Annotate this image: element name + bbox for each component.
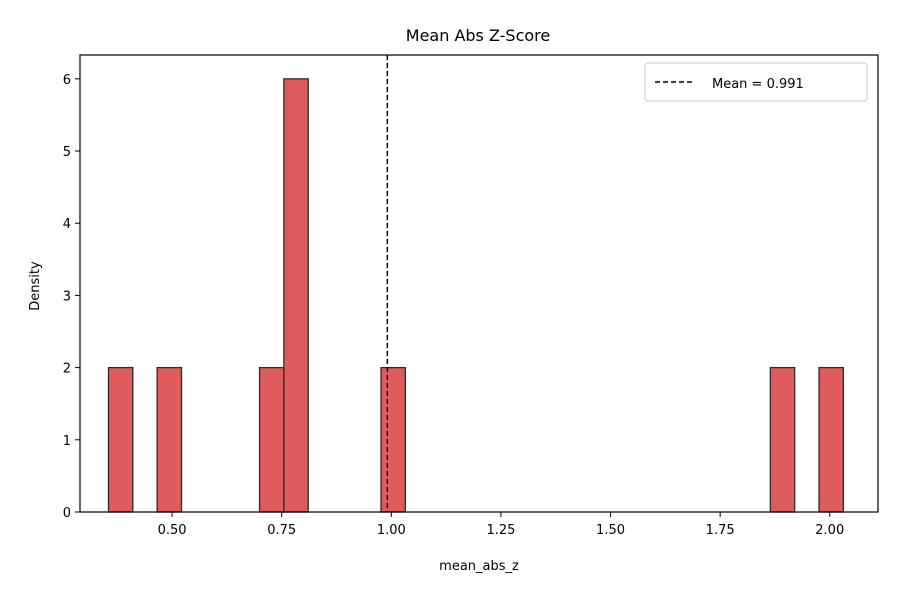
plot-frame: [79, 54, 879, 513]
legend-box: [644, 62, 868, 102]
x-axis-ticks: 0.50 0.75 1.00 1.25 1.50 1.75 2.00: [158, 512, 844, 538]
histogram-bar: [769, 366, 796, 513]
histogram-bar: [156, 366, 183, 513]
legend-entry-mean: Mean = 0.991: [712, 77, 804, 92]
x-tick-label: 1.00: [377, 523, 406, 538]
bars-layer: [107, 78, 845, 513]
y-tick-label: 6: [63, 73, 71, 88]
y-tick-label: 4: [63, 217, 71, 232]
histogram-bar: [258, 366, 285, 513]
y-tick-label: 0: [63, 506, 71, 521]
histogram-bar: [818, 366, 845, 513]
y-tick-label: 2: [63, 362, 71, 377]
x-axis-label: mean_abs_z: [439, 559, 519, 574]
y-tick-label: 5: [63, 145, 71, 160]
histogram-bar: [283, 78, 309, 513]
histogram-bar: [380, 366, 406, 513]
chart-title: Mean Abs Z-Score: [406, 26, 550, 45]
x-tick-label: 1.75: [706, 523, 735, 538]
x-tick-label: 2.00: [815, 523, 844, 538]
y-axis-ticks: 0 1 2 3 4 5 6: [63, 73, 80, 521]
y-tick-label: 3: [63, 289, 71, 304]
legend: Mean = 0.991: [644, 62, 868, 102]
y-axis-label: Density: [28, 261, 43, 311]
histogram-bar: [107, 366, 134, 513]
x-tick-label: 0.75: [267, 523, 296, 538]
y-tick-label: 1: [63, 434, 71, 449]
x-tick-label: 1.50: [596, 523, 625, 538]
x-tick-label: 1.25: [486, 523, 515, 538]
x-tick-label: 0.50: [158, 523, 187, 538]
